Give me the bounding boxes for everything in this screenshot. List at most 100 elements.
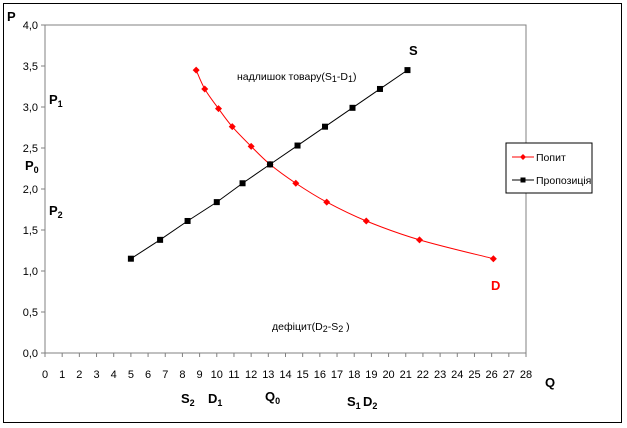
x-tick-label: 3 [93, 369, 99, 381]
deficit-sub-2: 2 [338, 324, 343, 334]
x-tick-label: 10 [211, 369, 223, 381]
legend-demand-marker [520, 154, 526, 160]
x-tick-label: 16 [314, 369, 326, 381]
x-tick-label: 6 [145, 369, 151, 381]
supply-point [294, 142, 301, 149]
y-axis-ticks: 0,0 0,5 1,0 1,5 2,0 2,5 3,0 3,5 4,0 [23, 20, 45, 360]
supply-point [404, 67, 411, 74]
surplus-annotation: надлишок товару(S1-D1) [237, 71, 356, 84]
demand-point [323, 198, 331, 206]
supply-point [349, 104, 356, 111]
p0-label: P0 [25, 158, 39, 175]
x-tick-label: 26 [486, 369, 498, 381]
deficit-text: дефіцит(D [272, 321, 323, 333]
x-tick-label: 1 [59, 369, 65, 381]
x-tick-label: 17 [331, 369, 343, 381]
y-tick-label: 4,0 [23, 20, 38, 32]
p2-sub: 2 [58, 210, 63, 220]
x-tick-label: 7 [162, 369, 168, 381]
demand-curve-label: D [491, 278, 500, 293]
s1-label: S1 [347, 394, 361, 411]
plot-area [44, 24, 527, 354]
x-tick-label: 21 [400, 369, 412, 381]
y-tick-label: 2,0 [23, 184, 38, 196]
supply-curve-label: S [409, 43, 418, 58]
y-axis-title: P [7, 9, 16, 24]
x-tick-label: 18 [348, 369, 360, 381]
supply-point [376, 85, 383, 92]
x-tick-label: 12 [245, 369, 257, 381]
demand-point [362, 217, 370, 225]
x-tick-label: 19 [365, 369, 377, 381]
p2-main: P [49, 203, 58, 218]
x-axis-title: Q [545, 375, 555, 390]
x-tick-label: 13 [262, 369, 274, 381]
supply-point [267, 161, 274, 168]
demand-point [228, 123, 236, 131]
deficit-text-mid: -S [328, 321, 339, 333]
y-tick-label: 1,5 [23, 225, 38, 237]
y-tick-label: 1,0 [23, 266, 38, 278]
x-tick-label: 9 [197, 369, 203, 381]
s2-sub: 2 [190, 398, 195, 408]
x-tick-label: 5 [128, 369, 134, 381]
surplus-sub-2: 1 [348, 74, 353, 84]
x-tick-label: 25 [468, 369, 480, 381]
surplus-text-mid: -D [337, 71, 348, 83]
x-tick-label: 11 [228, 369, 239, 381]
surplus-sub-1: 1 [332, 74, 337, 84]
supply-point [239, 180, 246, 187]
s2-label: S2 [181, 391, 195, 408]
x-tick-label: 24 [451, 369, 463, 381]
supply-point [127, 255, 134, 262]
demand-point [201, 85, 209, 93]
y-tick-label: 0,5 [23, 307, 38, 319]
deficit-annotation: дефіцит(D2-S2 ) [272, 321, 350, 334]
supply-point [213, 199, 220, 206]
legend: Попит Пропозиція [505, 142, 593, 194]
demand-point [292, 179, 300, 187]
q0-main: Q [265, 389, 275, 404]
x-tick-label: 20 [382, 369, 394, 381]
supply-point [322, 123, 329, 130]
demand-point [489, 255, 497, 263]
demand-point [215, 105, 223, 113]
legend-box [505, 142, 593, 194]
demand-point [192, 66, 200, 74]
y-tick-label: 3,0 [23, 102, 38, 114]
s1-sub: 1 [356, 401, 361, 411]
x-tick-label: 23 [434, 369, 446, 381]
y-tick-label: 3,5 [23, 61, 38, 73]
x-tick-label: 0 [42, 369, 48, 381]
x-tick-label: 22 [417, 369, 429, 381]
d2-main: D [363, 394, 372, 409]
x-tick-label: 8 [179, 369, 185, 381]
supply-point [157, 236, 164, 243]
x-tick-label: 28 [520, 369, 532, 381]
p0-main: P [25, 158, 34, 173]
y-tick-label: 2,5 [23, 143, 38, 155]
s2-main: S [181, 391, 190, 406]
x-tick-label: 14 [279, 369, 291, 381]
demand-point [247, 142, 255, 150]
q0-label: Q0 [265, 389, 280, 406]
p0-sub: 0 [34, 165, 39, 175]
legend-demand-label: Попит [536, 152, 566, 164]
d2-label: D2 [363, 394, 377, 411]
d1-main: D [208, 391, 217, 406]
x-axis-ticks: 0 1 2 3 4 5 6 7 8 9 10 11 12 13 14 15 16 17 18 19 20 21 22 23 24… [42, 353, 532, 381]
deficit-sub-1: 2 [323, 324, 328, 334]
x-tick-label: 15 [297, 369, 309, 381]
p1-main: P [49, 92, 58, 107]
legend-supply-marker [520, 177, 526, 183]
legend-supply-label: Пропозиція [536, 175, 591, 187]
d1-sub: 1 [217, 398, 222, 408]
d1-label: D1 [208, 391, 222, 408]
demand-point [415, 236, 423, 244]
deficit-text-end: ) [343, 321, 349, 333]
q0-sub: 0 [275, 396, 280, 406]
p2-label: P2 [49, 203, 63, 220]
x-tick-label: 27 [503, 369, 515, 381]
surplus-text: надлишок товару(S [237, 71, 332, 83]
